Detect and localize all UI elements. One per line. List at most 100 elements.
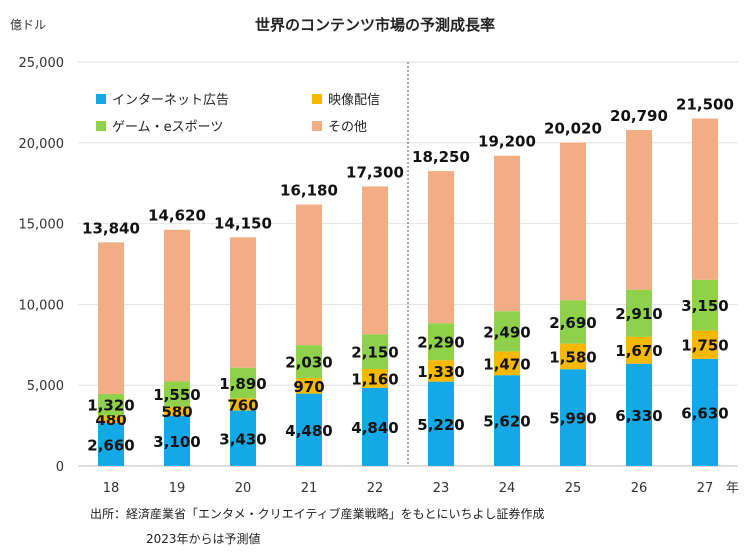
y-axis-unit-label: 億ドル [10,18,46,32]
bar-segment [98,393,124,416]
data-label: 1,160 [351,370,398,388]
x-axis-unit-label: 年 [726,481,739,496]
total-label: 18,250 [412,148,470,166]
bar-segment [692,358,718,466]
total-label: 21,500 [676,96,734,114]
bar-segment [362,186,388,335]
data-label: 970 [293,378,324,396]
bar-segment [692,118,718,280]
data-label: 1,580 [549,348,596,366]
data-label: 2,910 [615,305,662,323]
data-label: 2,290 [417,334,464,352]
bar-segment [692,279,718,331]
total-label: 20,790 [610,107,668,125]
bar-segment [692,330,718,359]
legend-swatch [312,94,322,104]
x-tick-label: 21 [301,481,318,496]
bar-segment [428,360,454,382]
x-tick-label: 18 [103,481,120,496]
y-tick-label: 20,000 [19,137,65,152]
bar-segment [296,345,322,378]
data-label: 1,550 [153,386,200,404]
forecast-note: 2023年からは予測値 [146,531,261,546]
bar-segment [626,363,652,466]
bar-segment [626,289,652,337]
y-tick-label: 25,000 [19,56,65,71]
bar-segment [494,155,520,312]
bar-segment [164,381,190,407]
data-label: 3,100 [153,433,200,451]
bar-segment [296,204,322,346]
bar-segment [362,387,388,466]
legend-swatch [96,121,106,131]
data-label: 5,220 [417,416,464,434]
bar-segment [560,300,586,344]
data-label: 2,660 [87,437,134,455]
data-label: 1,330 [417,363,464,381]
total-label: 20,020 [544,119,602,137]
bar-segment [98,423,124,466]
total-label: 14,620 [148,207,206,225]
data-label: 2,490 [483,323,530,341]
y-tick-label: 15,000 [19,218,65,233]
y-axis-ticks: 0 5,000 10,000 15,000 20,000 25,000 [19,56,65,475]
bar-segment [626,336,652,364]
x-tick-label: 24 [499,481,516,496]
bar-segment [164,406,190,416]
bar-segment [428,381,454,466]
total-label: 17,300 [346,163,404,181]
x-tick-label: 20 [235,481,252,496]
data-label: 2,150 [351,344,398,362]
data-label: 3,150 [681,297,728,315]
data-label: 5,990 [549,410,596,428]
bar-segment [296,377,322,394]
data-label: 5,620 [483,413,530,431]
chart-title: 世界のコンテンツ市場の予測成長率 [255,16,495,34]
data-label: 1,750 [681,337,728,355]
bar-segment [494,311,520,352]
bar-segment [560,142,586,301]
data-label: 1,890 [219,375,266,393]
data-label: 4,840 [351,419,398,437]
bar-segment [560,369,586,466]
x-axis-ticks: 18 19 20 21 22 23 24 25 26 27 [103,481,714,496]
legend-label: 映像配信 [328,93,380,108]
data-label: 4,480 [285,422,332,440]
bar-segment [98,242,124,394]
bar-segment [494,351,520,376]
bar-segment [230,367,256,399]
data-label: 480 [95,411,126,429]
data-label: 6,330 [615,407,662,425]
total-label: 16,180 [280,182,338,200]
x-tick-label: 22 [367,481,384,496]
bar-segment [164,229,190,382]
x-tick-label: 19 [169,481,186,496]
bar-segment [560,343,586,370]
data-label: 1,670 [615,342,662,360]
bar-segment [230,237,256,368]
bar-segment [626,130,652,290]
data-label: 6,630 [681,404,728,422]
x-tick-label: 25 [565,481,582,496]
legend-label: ゲーム・eスポーツ [112,120,223,135]
bar-segment [164,415,190,466]
y-tick-label: 10,000 [19,298,65,313]
bar-segment [230,410,256,466]
data-label: 2,690 [549,314,596,332]
x-tick-label: 23 [433,481,450,496]
x-tick-label: 27 [697,481,714,496]
data-label: 580 [161,403,192,421]
y-tick-label: 0 [56,460,64,475]
total-label: 13,840 [82,219,140,237]
bar-segment [98,415,124,424]
data-label: 2,030 [285,354,332,372]
legend-swatch [312,121,322,131]
bar-segment [494,375,520,466]
bar-segment [296,393,322,466]
data-label: 760 [227,396,258,414]
bar-segment [362,369,388,388]
data-label: 3,430 [219,430,266,448]
